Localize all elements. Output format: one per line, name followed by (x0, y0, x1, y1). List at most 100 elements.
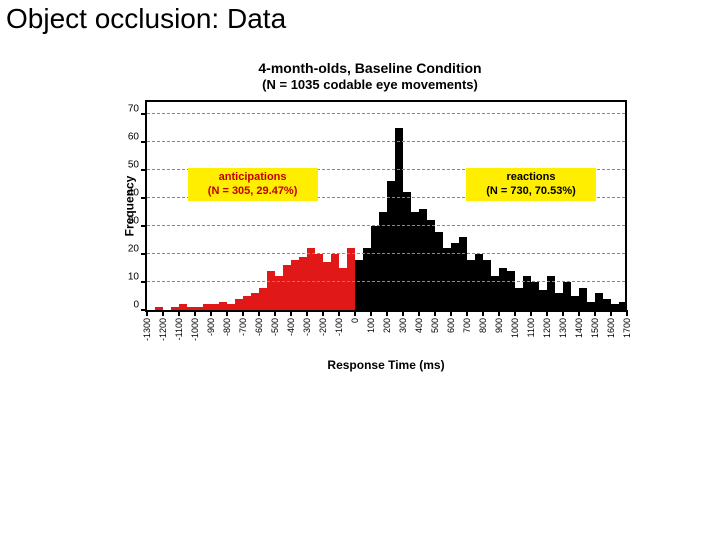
histogram-bar (579, 288, 587, 310)
x-tick (322, 310, 324, 316)
gridline (147, 253, 625, 254)
x-tick-label: -1300 (142, 318, 152, 341)
x-tick (194, 310, 196, 316)
histogram-bar (539, 290, 547, 310)
x-tick-label: -700 (238, 318, 248, 336)
histogram-bar (403, 192, 411, 310)
histogram-bar (459, 237, 467, 310)
y-tick-label: 10 (128, 272, 139, 283)
x-tick (306, 310, 308, 316)
x-tick-label: 1000 (510, 318, 520, 338)
histogram-bar (251, 293, 259, 310)
annotation-line: reactions (476, 171, 586, 185)
x-tick-label: 1500 (590, 318, 600, 338)
x-tick-label: 1600 (606, 318, 616, 338)
gridline (147, 225, 625, 226)
histogram-bar (235, 299, 243, 310)
x-tick-label: 200 (382, 318, 392, 333)
y-tick (141, 253, 147, 255)
histogram-bar (587, 302, 595, 310)
x-tick (578, 310, 580, 316)
histogram-bar (555, 293, 563, 310)
x-tick (290, 310, 292, 316)
y-tick-label: 50 (128, 160, 139, 171)
x-tick-label: -200 (318, 318, 328, 336)
x-tick-label: -900 (206, 318, 216, 336)
x-axis-label: Response Time (ms) (327, 358, 444, 372)
histogram-bar (443, 248, 451, 310)
y-tick-label: 40 (128, 188, 139, 199)
x-tick-label: -400 (286, 318, 296, 336)
x-tick-label: 500 (430, 318, 440, 333)
x-tick (546, 310, 548, 316)
histogram-bar (211, 304, 219, 310)
y-tick-label: 30 (128, 216, 139, 227)
x-tick (162, 310, 164, 316)
x-tick-label: -1200 (158, 318, 168, 341)
gridline (147, 281, 625, 282)
histogram-bar (507, 271, 515, 310)
histogram-bar (179, 304, 187, 310)
histogram-bar (411, 212, 419, 310)
x-tick-label: 1200 (542, 318, 552, 338)
x-tick (146, 310, 148, 316)
x-tick (498, 310, 500, 316)
x-tick (354, 310, 356, 316)
y-axis-label: Frequency (122, 176, 136, 237)
histogram-bar (603, 299, 611, 310)
x-tick (594, 310, 596, 316)
histogram-bar (371, 226, 379, 310)
y-tick (141, 141, 147, 143)
x-tick-label: -1000 (190, 318, 200, 341)
annotation-line: (N = 730, 70.53%) (476, 185, 586, 199)
x-tick-label: 1400 (574, 318, 584, 338)
annotation-line: (N = 305, 29.47%) (198, 185, 308, 199)
y-tick (141, 225, 147, 227)
plot-border (625, 100, 627, 312)
histogram-bar (563, 282, 571, 310)
histogram-bar (347, 248, 355, 310)
x-tick-label: -300 (302, 318, 312, 336)
x-tick (514, 310, 516, 316)
x-tick-label: -500 (270, 318, 280, 336)
histogram-bar (363, 248, 371, 310)
x-tick-label: -100 (334, 318, 344, 336)
x-tick-label: -800 (222, 318, 232, 336)
histogram-bar (299, 257, 307, 310)
x-tick (466, 310, 468, 316)
x-tick (242, 310, 244, 316)
y-tick-label: 60 (128, 132, 139, 143)
x-tick (482, 310, 484, 316)
y-tick (141, 197, 147, 199)
x-tick (258, 310, 260, 316)
histogram-bar (259, 288, 267, 310)
x-tick-label: 1700 (622, 318, 632, 338)
x-tick-label: -600 (254, 318, 264, 336)
histogram-bar (467, 260, 475, 310)
histogram-bar (219, 302, 227, 310)
x-tick-label: 400 (414, 318, 424, 333)
x-tick-label: 600 (446, 318, 456, 333)
histogram-bar (515, 288, 523, 310)
x-tick-label: 100 (366, 318, 376, 333)
histogram-bar (435, 232, 443, 310)
annotation-line: anticipations (198, 171, 308, 185)
chart-subtitle: (N = 1035 codable eye movements) (90, 77, 650, 92)
histogram-bar (483, 260, 491, 310)
histogram-bar (427, 220, 435, 310)
histogram-bar (395, 128, 403, 310)
x-tick (386, 310, 388, 316)
plot-area: Frequency Response Time (ms) 01020304050… (145, 102, 625, 312)
histogram-bar (379, 212, 387, 310)
histogram-bar (195, 307, 203, 310)
x-tick-label: -1100 (174, 318, 184, 340)
histogram-bar (595, 293, 603, 310)
y-tick-label: 70 (128, 104, 139, 115)
x-tick (562, 310, 564, 316)
x-tick (178, 310, 180, 316)
x-tick (370, 310, 372, 316)
histogram-bar (323, 262, 331, 310)
histogram-bar (387, 181, 395, 310)
histogram-bar (307, 248, 315, 310)
x-tick (338, 310, 340, 316)
